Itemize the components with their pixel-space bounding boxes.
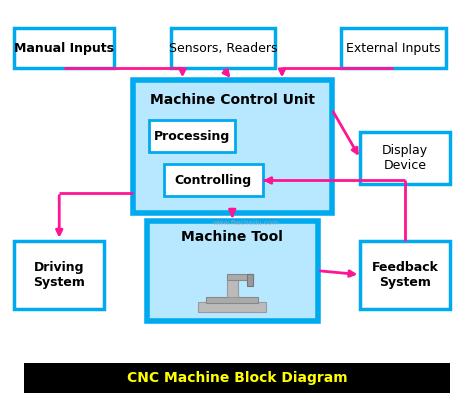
Text: CNC Machine Block Diagram: CNC Machine Block Diagram — [127, 371, 347, 385]
Bar — [227, 273, 253, 280]
Text: Processing: Processing — [154, 130, 230, 143]
Text: Machine Control Unit: Machine Control Unit — [150, 93, 315, 107]
FancyBboxPatch shape — [149, 120, 235, 152]
Text: Manual Inputs: Manual Inputs — [14, 42, 114, 55]
Bar — [198, 302, 266, 312]
FancyBboxPatch shape — [14, 28, 114, 68]
Text: www.ftechedu.com: www.ftechedu.com — [213, 220, 280, 225]
FancyBboxPatch shape — [24, 363, 450, 393]
Text: External Inputs: External Inputs — [346, 42, 441, 55]
Bar — [206, 298, 258, 303]
FancyBboxPatch shape — [360, 132, 450, 184]
Text: Controlling: Controlling — [175, 174, 252, 187]
Text: Feedback
System: Feedback System — [372, 261, 439, 289]
Text: Sensors, Readers: Sensors, Readers — [169, 42, 277, 55]
Text: Driving
System: Driving System — [33, 261, 85, 289]
FancyBboxPatch shape — [14, 241, 104, 309]
Bar — [246, 274, 253, 286]
Bar — [227, 279, 238, 298]
FancyBboxPatch shape — [164, 164, 263, 196]
FancyBboxPatch shape — [133, 80, 332, 213]
FancyBboxPatch shape — [147, 221, 318, 321]
FancyBboxPatch shape — [171, 28, 275, 68]
Text: Machine Tool: Machine Tool — [182, 230, 283, 243]
FancyBboxPatch shape — [341, 28, 446, 68]
Text: Display
Device: Display Device — [382, 144, 428, 172]
FancyBboxPatch shape — [360, 241, 450, 309]
